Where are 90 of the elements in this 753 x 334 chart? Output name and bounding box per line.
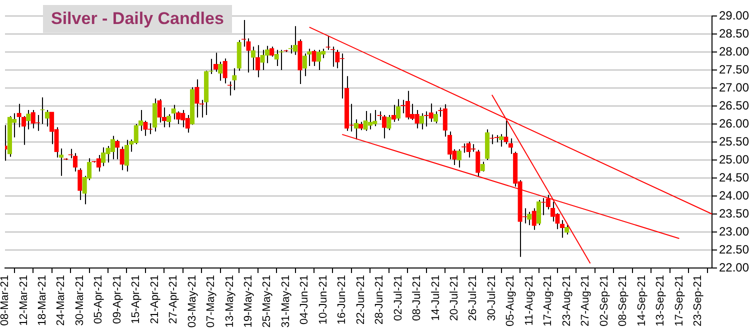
x-tick-label: 07-May-21 (205, 275, 218, 328)
x-tick-label: 05-Aug-21 (504, 275, 517, 326)
y-tick-label: 29.00 (719, 8, 750, 22)
candlestick (564, 224, 570, 236)
y-tick-label: 26.50 (719, 98, 750, 112)
y-tick-label: 24.00 (719, 188, 750, 202)
candlestick (250, 46, 256, 70)
candlestick (124, 139, 130, 172)
x-tick-label: 10-Jun-21 (317, 275, 330, 325)
x-tick-label: 17-Sep-21 (673, 275, 686, 326)
x-tick-label: 13-Sep-21 (654, 275, 667, 326)
candlestick (354, 118, 358, 140)
x-tick-label: 19-May-21 (242, 275, 254, 328)
x-tick-label: 23-Aug-21 (560, 275, 573, 326)
x-tick-label: 23-Sep-21 (692, 275, 704, 326)
x-tick-label: 20-Jul-21 (448, 275, 461, 321)
candlestick (386, 114, 392, 131)
x-tick-label: 28-Jun-21 (374, 275, 386, 325)
candlestick (96, 154, 101, 172)
candlestick (424, 110, 429, 128)
x-tick-label: 04-Jun-21 (298, 275, 311, 325)
candlestick (72, 152, 78, 172)
candlestick (78, 168, 82, 200)
candlestick (256, 44, 260, 78)
candlestick (110, 135, 116, 160)
y-tick-label: 23.50 (719, 206, 750, 220)
candlestick (232, 68, 237, 91)
x-tick-label: 15-Apr-21 (130, 275, 142, 324)
candlestick (494, 134, 499, 143)
y-tick-label: 22.00 (719, 260, 750, 274)
x-tick-label: 17-Aug-21 (542, 275, 554, 326)
x-tick-label: 03-May-21 (186, 275, 198, 328)
x-tick-label: 26-Jul-21 (467, 275, 480, 321)
candlestick (476, 149, 480, 178)
x-tick-label: 27-Aug-21 (580, 275, 592, 326)
x-tick-label: 25-May-21 (261, 275, 274, 328)
y-tick-label: 28.00 (719, 44, 750, 58)
x-tick-label: 08-Jul-21 (411, 275, 424, 321)
x-tick-label: 13-May-21 (224, 275, 236, 328)
x-tick-label: 11-Aug-21 (523, 275, 536, 326)
candlestick (312, 49, 316, 67)
y-tick-label: 27.50 (719, 62, 750, 76)
y-tick-label: 28.50 (719, 26, 750, 40)
candlestick (396, 98, 401, 122)
y-tick-label: 27.00 (719, 80, 750, 94)
candlestick (152, 98, 158, 132)
x-tick-label: 08-Sep-21 (617, 275, 630, 326)
candlestick (222, 58, 228, 84)
y-tick-label: 22.50 (719, 242, 750, 256)
candlestick (428, 102, 434, 122)
candlestick (480, 161, 485, 172)
candlestick (368, 112, 373, 130)
candlestick (527, 211, 532, 226)
candlestick (532, 208, 536, 230)
x-tick-label: 21-Apr-21 (148, 275, 161, 324)
y-tick-label: 23.00 (719, 224, 750, 238)
x-tick-label: 02-Jul-21 (392, 275, 404, 321)
x-tick-label: 09-Apr-21 (111, 275, 124, 324)
y-tick-label: 26.00 (719, 116, 750, 130)
chart-title: Silver - Daily Candles (43, 5, 232, 33)
x-tick-label: 14-Sep-21 (636, 275, 648, 326)
candlestick (270, 46, 274, 58)
x-tick-label: 12-Mar-21 (18, 275, 30, 326)
x-tick-label: 05-Apr-21 (92, 275, 105, 324)
candlestick (316, 49, 322, 70)
candlestick (400, 99, 406, 114)
candlestick (414, 109, 420, 129)
x-tick-label: 14-Jul-21 (430, 275, 442, 321)
x-tick-label: 31-May-21 (280, 275, 292, 328)
y-tick-label: 24.50 (719, 170, 750, 184)
candlestick (213, 52, 218, 72)
x-tick-label: 02-Sep-21 (598, 275, 610, 326)
candlestick (335, 49, 340, 69)
candlestick (382, 114, 387, 139)
x-tick-label: 30-Mar-21 (74, 275, 86, 326)
x-tick-label: 24-Mar-21 (55, 275, 68, 326)
candlestick (456, 148, 462, 168)
y-tick-label: 25.00 (719, 152, 750, 166)
x-tick-label: 16-Jun-21 (336, 275, 348, 325)
y-tick-label: 25.50 (719, 134, 750, 148)
x-tick-label: 18-Mar-21 (36, 275, 48, 326)
candlestick (536, 199, 542, 226)
x-tick-label: 22-Jun-21 (354, 275, 367, 325)
candlestick (171, 104, 176, 120)
x-tick-label: 08-Mar-21 (0, 275, 12, 326)
candlestick (120, 146, 124, 171)
candlestick (194, 78, 200, 118)
candlestick (504, 120, 508, 145)
x-tick-label: 30-Jul-21 (486, 275, 498, 321)
x-tick-label: 27-Apr-21 (168, 275, 180, 324)
